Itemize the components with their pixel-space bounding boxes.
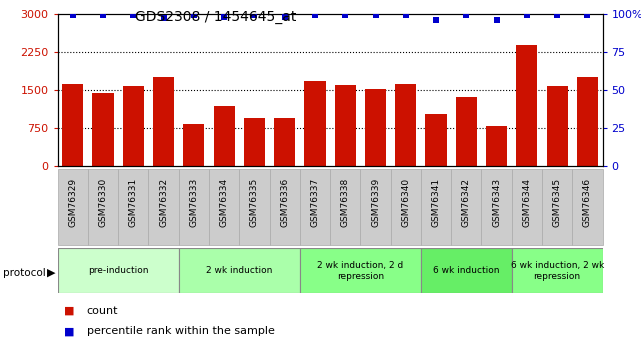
Bar [360, 169, 390, 245]
Bar [512, 169, 542, 245]
Bar [58, 248, 179, 293]
Point [552, 12, 562, 18]
Bar [239, 169, 270, 245]
Text: ■: ■ [64, 326, 74, 336]
Bar [149, 169, 179, 245]
Bar [179, 248, 300, 293]
Bar [300, 248, 421, 293]
Bar [118, 169, 149, 245]
Point [340, 12, 351, 18]
Bar [274, 118, 296, 166]
Point [128, 12, 138, 18]
Text: 6 wk induction, 2 wk
repression: 6 wk induction, 2 wk repression [510, 261, 604, 280]
Bar [300, 169, 330, 245]
Text: percentile rank within the sample: percentile rank within the sample [87, 326, 274, 336]
Bar [395, 83, 417, 166]
Bar [547, 86, 568, 166]
Text: GSM76340: GSM76340 [401, 178, 410, 227]
Bar [330, 169, 360, 245]
Bar [390, 169, 421, 245]
Point [68, 12, 78, 18]
Bar [486, 126, 507, 166]
Point [462, 12, 472, 18]
Point [370, 12, 381, 18]
Bar [123, 86, 144, 166]
Bar [270, 169, 300, 245]
Text: GSM76345: GSM76345 [553, 178, 562, 227]
Bar [421, 248, 512, 293]
Bar [542, 169, 572, 245]
Bar [426, 114, 447, 166]
Text: GSM76341: GSM76341 [431, 178, 440, 227]
Text: ■: ■ [64, 306, 74, 315]
Bar [153, 77, 174, 166]
Point [310, 12, 320, 18]
Point [249, 12, 260, 18]
Bar [572, 169, 603, 245]
Bar [365, 89, 386, 166]
Text: GSM76331: GSM76331 [129, 178, 138, 227]
Bar [481, 169, 512, 245]
Text: GSM76337: GSM76337 [310, 178, 319, 227]
Bar [516, 45, 537, 166]
Point [492, 17, 502, 23]
Point [219, 14, 229, 20]
Point [189, 12, 199, 18]
Bar [183, 124, 204, 166]
Bar [244, 118, 265, 166]
Point [279, 14, 290, 20]
Text: GSM76335: GSM76335 [250, 178, 259, 227]
Point [431, 17, 441, 23]
Bar [577, 77, 598, 166]
Text: GSM76338: GSM76338 [341, 178, 350, 227]
Point [401, 12, 411, 18]
Bar [92, 93, 113, 166]
Text: GSM76346: GSM76346 [583, 178, 592, 227]
Bar [512, 248, 603, 293]
Bar [304, 81, 326, 166]
Text: pre-induction: pre-induction [88, 266, 149, 275]
Bar [179, 169, 209, 245]
Bar [451, 169, 481, 245]
Text: GSM76330: GSM76330 [99, 178, 108, 227]
Bar [421, 169, 451, 245]
Text: ▶: ▶ [47, 268, 55, 277]
Text: GSM76334: GSM76334 [220, 178, 229, 227]
Text: GSM76329: GSM76329 [69, 178, 78, 227]
Text: GSM76339: GSM76339 [371, 178, 380, 227]
Text: GSM76343: GSM76343 [492, 178, 501, 227]
Bar [58, 169, 88, 245]
Text: 2 wk induction, 2 d
repression: 2 wk induction, 2 d repression [317, 261, 403, 280]
Point [158, 16, 169, 21]
Text: count: count [87, 306, 118, 315]
Text: GSM76333: GSM76333 [189, 178, 199, 227]
Text: 2 wk induction: 2 wk induction [206, 266, 272, 275]
Text: 6 wk induction: 6 wk induction [433, 266, 499, 275]
Point [582, 12, 592, 18]
Text: GDS2308 / 1454645_at: GDS2308 / 1454645_at [135, 10, 296, 24]
Text: GSM76336: GSM76336 [280, 178, 289, 227]
Text: GSM76332: GSM76332 [159, 178, 168, 227]
Text: protocol: protocol [3, 268, 46, 277]
Bar [62, 83, 83, 166]
Bar [209, 169, 239, 245]
Point [522, 12, 532, 18]
Bar [456, 97, 477, 166]
Bar [335, 85, 356, 166]
Text: GSM76344: GSM76344 [522, 178, 531, 227]
Point [98, 12, 108, 18]
Bar [213, 106, 235, 166]
Bar [88, 169, 118, 245]
Text: GSM76342: GSM76342 [462, 178, 471, 227]
